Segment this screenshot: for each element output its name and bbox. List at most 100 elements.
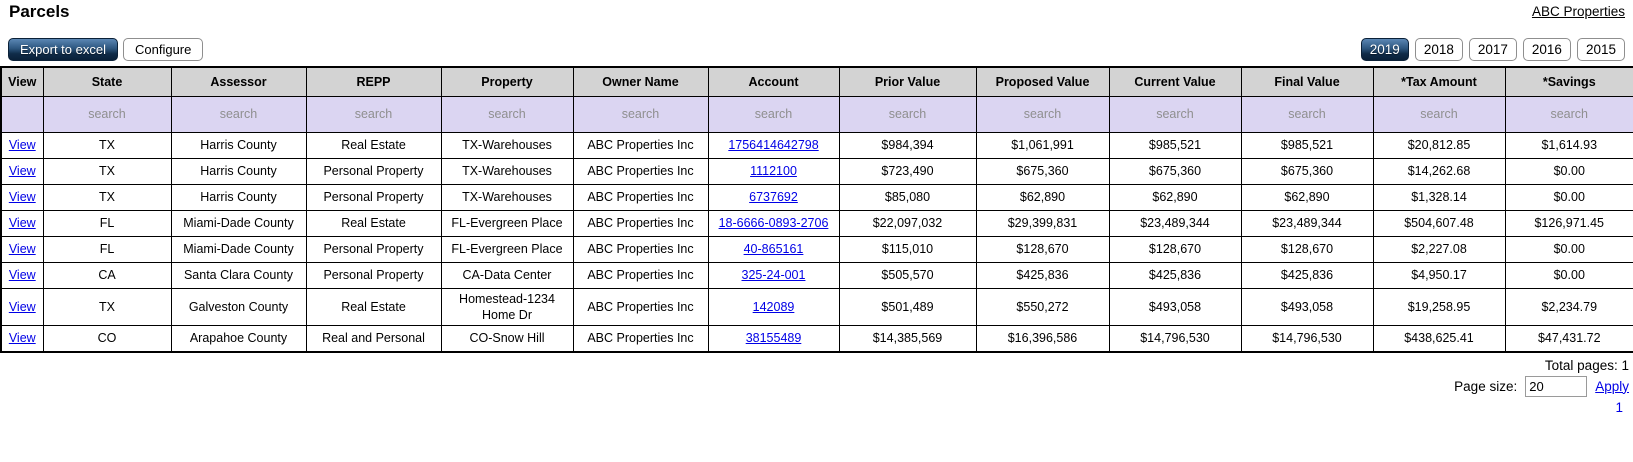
current-cell: $675,360 xyxy=(1108,157,1242,185)
final-cell: $493,058 xyxy=(1240,287,1374,326)
search-cell-owner-name[interactable] xyxy=(572,95,709,133)
search-cell-property[interactable] xyxy=(440,95,574,133)
account-link[interactable]: 40-865161 xyxy=(743,241,804,256)
search-cell-proposed-value[interactable] xyxy=(975,95,1110,133)
state-cell: TX xyxy=(42,131,172,159)
column-header-current-value: Current Value xyxy=(1108,66,1242,97)
search-input-final-value[interactable] xyxy=(1246,107,1368,121)
year-button-2015[interactable]: 2015 xyxy=(1576,38,1625,61)
search-cell-current-value[interactable] xyxy=(1108,95,1242,133)
savings-cell: $47,431.72 xyxy=(1504,325,1633,352)
owner-cell: ABC Properties Inc xyxy=(572,183,709,211)
property-cell: FL-Evergreen Place xyxy=(440,235,574,263)
search-input-prior-value[interactable] xyxy=(844,107,971,121)
assessor-cell: Santa Clara County xyxy=(170,261,307,289)
search-input-savings[interactable] xyxy=(1509,107,1629,121)
view-cell: View xyxy=(0,157,44,185)
account-link[interactable]: 18-6666-0893-2706 xyxy=(718,215,829,230)
view-link[interactable]: View xyxy=(8,241,36,256)
view-link[interactable]: View xyxy=(8,299,36,314)
search-input-assessor[interactable] xyxy=(176,107,301,121)
view-link[interactable]: View xyxy=(8,331,36,346)
total-pages-value: 1 xyxy=(1621,357,1629,373)
apply-link[interactable]: Apply xyxy=(1595,378,1629,394)
view-link[interactable]: View xyxy=(8,267,36,282)
view-cell: View xyxy=(0,261,44,289)
search-cell-assessor[interactable] xyxy=(170,95,307,133)
search-input-tax-amount[interactable] xyxy=(1378,107,1500,121)
search-cell-savings[interactable] xyxy=(1504,95,1633,133)
column-header-account: Account xyxy=(707,66,840,97)
final-cell: $62,890 xyxy=(1240,183,1374,211)
savings-cell: $0.00 xyxy=(1504,235,1633,263)
account-link[interactable]: 38155489 xyxy=(745,331,802,346)
property-cell: FL-Evergreen Place xyxy=(440,209,574,237)
account-link[interactable]: 325-24-001 xyxy=(741,267,806,282)
account-link[interactable]: 142089 xyxy=(752,299,795,314)
search-input-proposed-value[interactable] xyxy=(981,107,1104,121)
tax-cell: $4,950.17 xyxy=(1372,261,1506,289)
final-cell: $675,360 xyxy=(1240,157,1374,185)
view-cell: View xyxy=(0,235,44,263)
owner-cell: ABC Properties Inc xyxy=(572,325,709,352)
search-input-owner-name[interactable] xyxy=(578,107,703,121)
page-size-row: Page size: Apply xyxy=(0,375,1629,397)
search-input-state[interactable] xyxy=(47,107,167,121)
account-link[interactable]: 1112100 xyxy=(750,163,797,178)
account-cell: 1112100 xyxy=(707,157,840,185)
savings-cell: $0.00 xyxy=(1504,261,1633,289)
page-size-input[interactable] xyxy=(1525,375,1588,397)
search-cell-repp[interactable] xyxy=(305,95,442,133)
year-button-2017[interactable]: 2017 xyxy=(1468,38,1517,61)
table-search-row xyxy=(0,95,1633,133)
search-input-property[interactable] xyxy=(446,107,568,121)
view-link[interactable]: View xyxy=(8,137,36,152)
account-link[interactable]: 1756414642798 xyxy=(728,137,819,152)
assessor-cell: Arapahoe County xyxy=(170,325,307,352)
search-cell-final-value[interactable] xyxy=(1240,95,1374,133)
prior-cell: $984,394 xyxy=(838,131,977,159)
owner-cell: ABC Properties Inc xyxy=(572,131,709,159)
tax-cell: $438,625.41 xyxy=(1372,325,1506,352)
search-cell-state[interactable] xyxy=(42,95,172,133)
view-link[interactable]: View xyxy=(8,189,36,204)
view-link[interactable]: View xyxy=(8,215,36,230)
repp-cell: Real Estate xyxy=(305,209,442,237)
page-title: Parcels xyxy=(9,2,70,21)
column-header-property: Property xyxy=(440,66,574,97)
view-link[interactable]: View xyxy=(8,163,36,178)
proposed-cell: $675,360 xyxy=(975,157,1110,185)
search-input-current-value[interactable] xyxy=(1114,107,1236,121)
property-cell: TX-Warehouses xyxy=(440,131,574,159)
year-button-2016[interactable]: 2016 xyxy=(1522,38,1571,61)
export-to-excel-button[interactable]: Export to excel xyxy=(8,38,118,61)
property-cell: TX-Warehouses xyxy=(440,157,574,185)
property-cell: CA-Data Center xyxy=(440,261,574,289)
repp-cell: Personal Property xyxy=(305,157,442,185)
view-cell: View xyxy=(0,287,44,326)
view-cell: View xyxy=(0,209,44,237)
savings-cell: $126,971.45 xyxy=(1504,209,1633,237)
current-cell: $128,670 xyxy=(1108,235,1242,263)
savings-cell: $1,614.93 xyxy=(1504,131,1633,159)
final-cell: $23,489,344 xyxy=(1240,209,1374,237)
search-cell-prior-value[interactable] xyxy=(838,95,977,133)
column-header-savings: *Savings xyxy=(1504,66,1633,97)
assessor-cell: Harris County xyxy=(170,183,307,211)
current-page-link[interactable]: 1 xyxy=(1615,399,1623,415)
search-input-repp[interactable] xyxy=(311,107,436,121)
year-button-2019[interactable]: 2019 xyxy=(1360,38,1409,61)
tax-cell: $2,227.08 xyxy=(1372,235,1506,263)
account-link[interactable]: 6737692 xyxy=(749,189,798,204)
savings-cell: $2,234.79 xyxy=(1504,287,1633,326)
search-input-account[interactable] xyxy=(713,107,834,121)
table-row: View CO Arapahoe County Real and Personal CO… xyxy=(0,325,1633,352)
current-cell: $425,836 xyxy=(1108,261,1242,289)
state-cell: TX xyxy=(42,287,172,326)
search-cell-tax-amount[interactable] xyxy=(1372,95,1506,133)
configure-button[interactable]: Configure xyxy=(123,38,204,61)
total-pages: Total pages: 1 xyxy=(0,358,1629,373)
account-link[interactable]: ABC Properties xyxy=(1531,4,1625,19)
year-button-2018[interactable]: 2018 xyxy=(1414,38,1463,61)
search-cell-account[interactable] xyxy=(707,95,840,133)
